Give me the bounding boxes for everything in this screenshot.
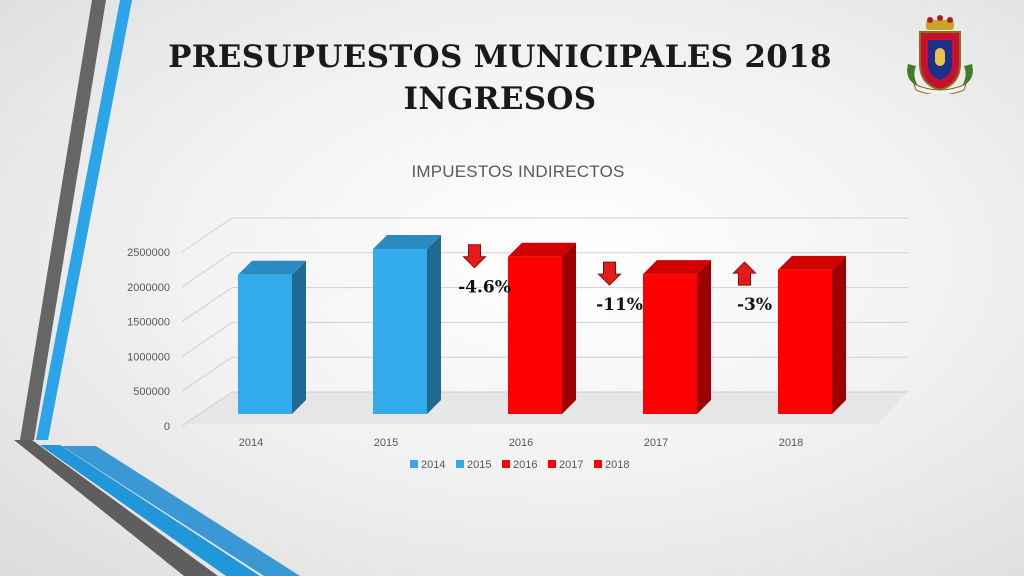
bar-side (832, 255, 846, 414)
y-tick-label: 0 (164, 421, 170, 433)
decor-blue-sweep-light (62, 446, 300, 576)
y-axis: 0 500000 1000000 1500000 2000000 2500000 (127, 247, 170, 433)
change-annotations: -4.6% -11% -3% (458, 244, 772, 315)
legend-item: 2016 (502, 459, 537, 471)
bar-top (778, 255, 846, 270)
gridline-side (181, 252, 233, 288)
x-axis: 2014 2015 2016 2017 2018 (239, 437, 803, 449)
legend-item: 2017 (548, 459, 583, 471)
legend-swatch (548, 460, 556, 468)
gridline-side (181, 287, 233, 323)
legend-swatch (410, 460, 418, 468)
legend-label: 2014 (421, 459, 445, 471)
chart-title: IMPUESTOS INDIRECTOS (411, 162, 625, 181)
gridline-side (181, 391, 233, 427)
legend-swatch (594, 460, 602, 468)
x-tick-label: 2014 (239, 437, 263, 449)
arrow-down-icon (462, 244, 487, 269)
gridline-side (181, 217, 233, 253)
gridline-side (181, 321, 233, 357)
change-annotation: -11% (596, 261, 643, 315)
legend-swatch (502, 460, 510, 468)
slide-title-line2: INGRESOS (403, 81, 597, 117)
bar-top (508, 242, 576, 257)
legend-label: 2018 (605, 459, 629, 471)
bar-2014 (238, 274, 292, 414)
y-tick-label: 1000000 (127, 351, 170, 363)
bar-2017 (643, 274, 697, 414)
legend-label: 2017 (559, 459, 583, 471)
arrow-down-icon (597, 261, 622, 286)
bar-side (562, 242, 576, 414)
bar-2016 (508, 256, 562, 414)
legend-swatch (456, 460, 464, 468)
bar-2015 (373, 249, 427, 414)
decor-blue-sweep (40, 445, 260, 576)
decor-blue-stripe (36, 0, 132, 440)
change-label: -3% (737, 295, 772, 315)
bar-side (292, 260, 306, 414)
x-tick-label: 2018 (779, 437, 803, 449)
bar-side (697, 260, 711, 414)
municipal-crest-logo (907, 15, 973, 94)
legend-label: 2016 (513, 459, 537, 471)
y-tick-label: 2000000 (127, 282, 170, 294)
change-annotation: -4.6% (458, 244, 511, 298)
legend: 2014 2015 2016 2017 2018 (410, 459, 629, 471)
gridline-side (181, 356, 233, 392)
change-annotation: -3% (732, 261, 772, 315)
x-tick-label: 2015 (374, 437, 398, 449)
bars (238, 235, 846, 414)
y-tick-label: 1500000 (127, 317, 170, 329)
y-tick-label: 2500000 (127, 247, 170, 259)
bar-top (643, 260, 711, 275)
arrow-up-icon (732, 261, 757, 286)
legend-item: 2015 (456, 459, 491, 471)
decor-dark-stripe (20, 0, 106, 440)
bar-top (238, 260, 306, 275)
bar-top (373, 235, 441, 250)
decor-dark-sweep (14, 440, 218, 576)
x-tick-label: 2017 (644, 437, 668, 449)
legend-label: 2015 (467, 459, 491, 471)
y-tick-label: 500000 (133, 386, 170, 398)
bar-2018 (778, 269, 832, 414)
change-label: -4.6% (458, 278, 511, 298)
bar-side (427, 235, 441, 414)
slide-title: PRESUPUESTOS MUNICIPALES 2018 INGRESOS (160, 36, 840, 120)
x-tick-label: 2016 (509, 437, 533, 449)
change-label: -11% (596, 295, 643, 315)
legend-item: 2014 (410, 459, 445, 471)
legend-item: 2018 (594, 459, 629, 471)
slide-title-line1: PRESUPUESTOS MUNICIPALES 2018 (168, 39, 832, 75)
